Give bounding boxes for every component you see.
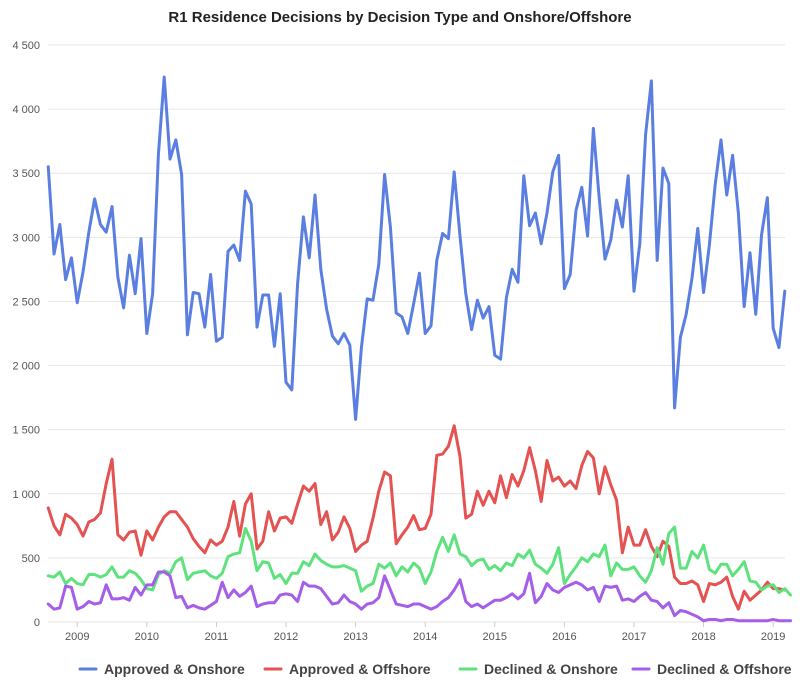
y-tick-label: 1 000 [12,489,40,501]
x-tick-label: 2014 [413,631,437,643]
y-tick-label: 4 000 [12,104,40,116]
x-tick-label: 2013 [343,631,367,643]
x-tick-label: 2015 [483,631,507,643]
y-tick-label: 500 [22,553,40,565]
y-tick-label: 3 000 [12,232,40,244]
series-line-approved-onshore [46,75,787,421]
y-tick-label: 2 500 [12,296,40,308]
x-axis-ticks: 2009 2010 2011 2012 2013 2014 2015 2016 2017 2018… [65,622,785,643]
chart-title: R1 Residence Decisions by Decision Type … [168,9,631,26]
x-tick-label: 2009 [65,631,89,643]
legend-item-declined-onshore[interactable]: Declined & Onshore [458,661,618,677]
legend-item-approved-onshore[interactable]: Approved & Onshore [78,661,245,677]
x-tick-label: 2019 [761,631,785,643]
y-axis-ticks: 0 500 1 000 1 500 2 000 2 500 3 000 3 500 4 000 4… [12,40,40,629]
x-tick-label: 2018 [691,631,715,643]
series-lines [46,75,793,623]
x-tick-label: 2011 [205,631,229,643]
y-tick-label: 2 000 [12,361,40,373]
y-tick-label: 0 [34,617,40,629]
y-tick-label: 4 500 [12,40,40,52]
series-line-declined-offshore [46,570,793,623]
gridlines [48,44,785,623]
legend-label: Approved & Offshore [289,661,431,677]
legend-item-approved-offshore[interactable]: Approved & Offshore [263,661,431,677]
legend-item-declined-offshore[interactable]: Declined & Offshore [631,661,792,677]
series-line-approved-offshore [46,424,787,611]
legend[interactable]: Approved & Onshore Approved & Offshore Dec… [78,661,792,677]
series-line-declined-onshore [46,525,793,597]
legend-label: Approved & Onshore [104,661,245,677]
legend-label: Declined & Onshore [484,661,618,677]
x-tick-label: 2012 [274,631,298,643]
y-tick-label: 1 500 [12,425,40,437]
x-tick-label: 2016 [552,631,576,643]
legend-label: Declined & Offshore [657,661,792,677]
y-tick-label: 3 500 [12,168,40,180]
x-tick-label: 2017 [622,631,646,643]
x-tick-label: 2010 [135,631,159,643]
